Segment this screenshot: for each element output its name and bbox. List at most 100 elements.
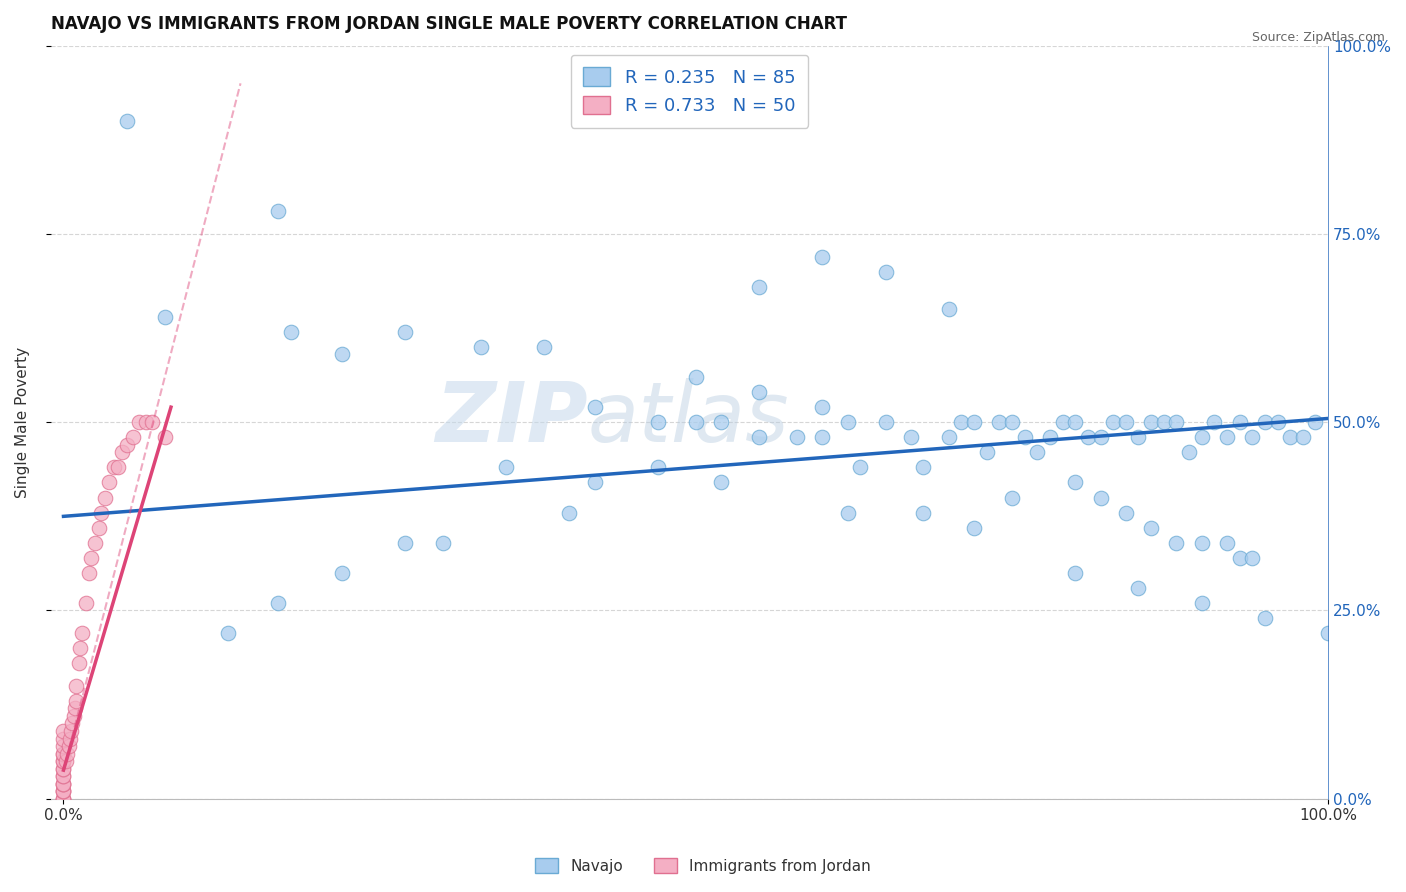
Point (77, 566, 100, 580)
Point (52, 769, 75, 783)
Point (837, 506, 859, 520)
Point (52, 791, 75, 805)
Point (1204, 415, 1226, 429)
Point (1064, 415, 1087, 429)
Point (1216, 430, 1239, 444)
Point (67, 656, 90, 670)
Point (52, 762, 75, 776)
Point (875, 264, 897, 278)
Point (90, 506, 112, 520)
Point (963, 415, 986, 429)
Point (394, 535, 416, 549)
Point (1191, 535, 1213, 549)
Point (394, 325, 416, 339)
Point (988, 415, 1011, 429)
Point (1077, 430, 1099, 444)
Point (710, 415, 733, 429)
Point (685, 370, 707, 384)
Text: Source: ZipAtlas.com: Source: ZipAtlas.com (1251, 31, 1385, 45)
Point (976, 445, 998, 459)
Point (52, 784, 75, 798)
Point (72, 626, 94, 640)
Point (1140, 415, 1163, 429)
Point (963, 521, 986, 535)
Point (1241, 430, 1264, 444)
Point (62, 709, 84, 723)
Point (912, 506, 935, 520)
Point (938, 302, 960, 317)
Text: atlas: atlas (588, 378, 789, 459)
Point (52, 754, 75, 768)
Point (52, 777, 75, 791)
Point (52, 723, 75, 738)
Point (52, 777, 75, 791)
Point (1153, 415, 1175, 429)
Point (80, 550, 103, 565)
Point (647, 415, 669, 429)
Point (1039, 430, 1062, 444)
Legend: R = 0.235   N = 85, R = 0.733   N = 50: R = 0.235 N = 85, R = 0.733 N = 50 (571, 54, 808, 128)
Point (1241, 550, 1264, 565)
Point (52, 731, 75, 746)
Point (1229, 415, 1251, 429)
Point (267, 204, 290, 219)
Point (111, 445, 134, 459)
Point (267, 596, 290, 610)
Point (56, 747, 79, 761)
Point (69, 641, 91, 656)
Point (1254, 611, 1277, 625)
Point (107, 460, 129, 475)
Point (122, 430, 145, 444)
Point (1064, 475, 1087, 490)
Point (1128, 581, 1150, 595)
Point (1216, 535, 1239, 549)
Point (65, 679, 87, 693)
Point (748, 430, 770, 444)
Point (837, 415, 859, 429)
Point (60, 716, 83, 731)
Point (710, 475, 733, 490)
Point (1317, 626, 1340, 640)
Point (52, 739, 75, 753)
Point (470, 340, 492, 354)
Point (875, 415, 897, 429)
Point (1191, 596, 1213, 610)
Point (1014, 430, 1036, 444)
Point (811, 250, 834, 264)
Point (52, 754, 75, 768)
Point (141, 415, 163, 429)
Point (115, 114, 138, 128)
Point (558, 506, 581, 520)
Point (1001, 415, 1024, 429)
Point (217, 626, 239, 640)
Point (1102, 415, 1125, 429)
Legend: Navajo, Immigrants from Jordan: Navajo, Immigrants from Jordan (529, 852, 877, 880)
Text: ZIP: ZIP (434, 378, 588, 459)
Point (1026, 445, 1049, 459)
Point (98, 475, 121, 490)
Point (583, 475, 606, 490)
Point (135, 415, 157, 429)
Point (1001, 491, 1024, 505)
Point (1191, 430, 1213, 444)
Point (432, 535, 454, 549)
Point (128, 415, 150, 429)
Point (1064, 566, 1087, 580)
Y-axis label: Single Male Poverty: Single Male Poverty (15, 347, 30, 498)
Point (1292, 430, 1315, 444)
Point (55, 754, 77, 768)
Point (1229, 550, 1251, 565)
Point (52, 747, 75, 761)
Point (1052, 415, 1074, 429)
Point (280, 325, 302, 339)
Point (52, 769, 75, 783)
Point (533, 340, 555, 354)
Point (60, 723, 83, 738)
Point (94, 491, 117, 505)
Point (1166, 535, 1188, 549)
Point (786, 430, 808, 444)
Point (59, 731, 82, 746)
Point (1128, 430, 1150, 444)
Point (685, 415, 707, 429)
Point (748, 385, 770, 400)
